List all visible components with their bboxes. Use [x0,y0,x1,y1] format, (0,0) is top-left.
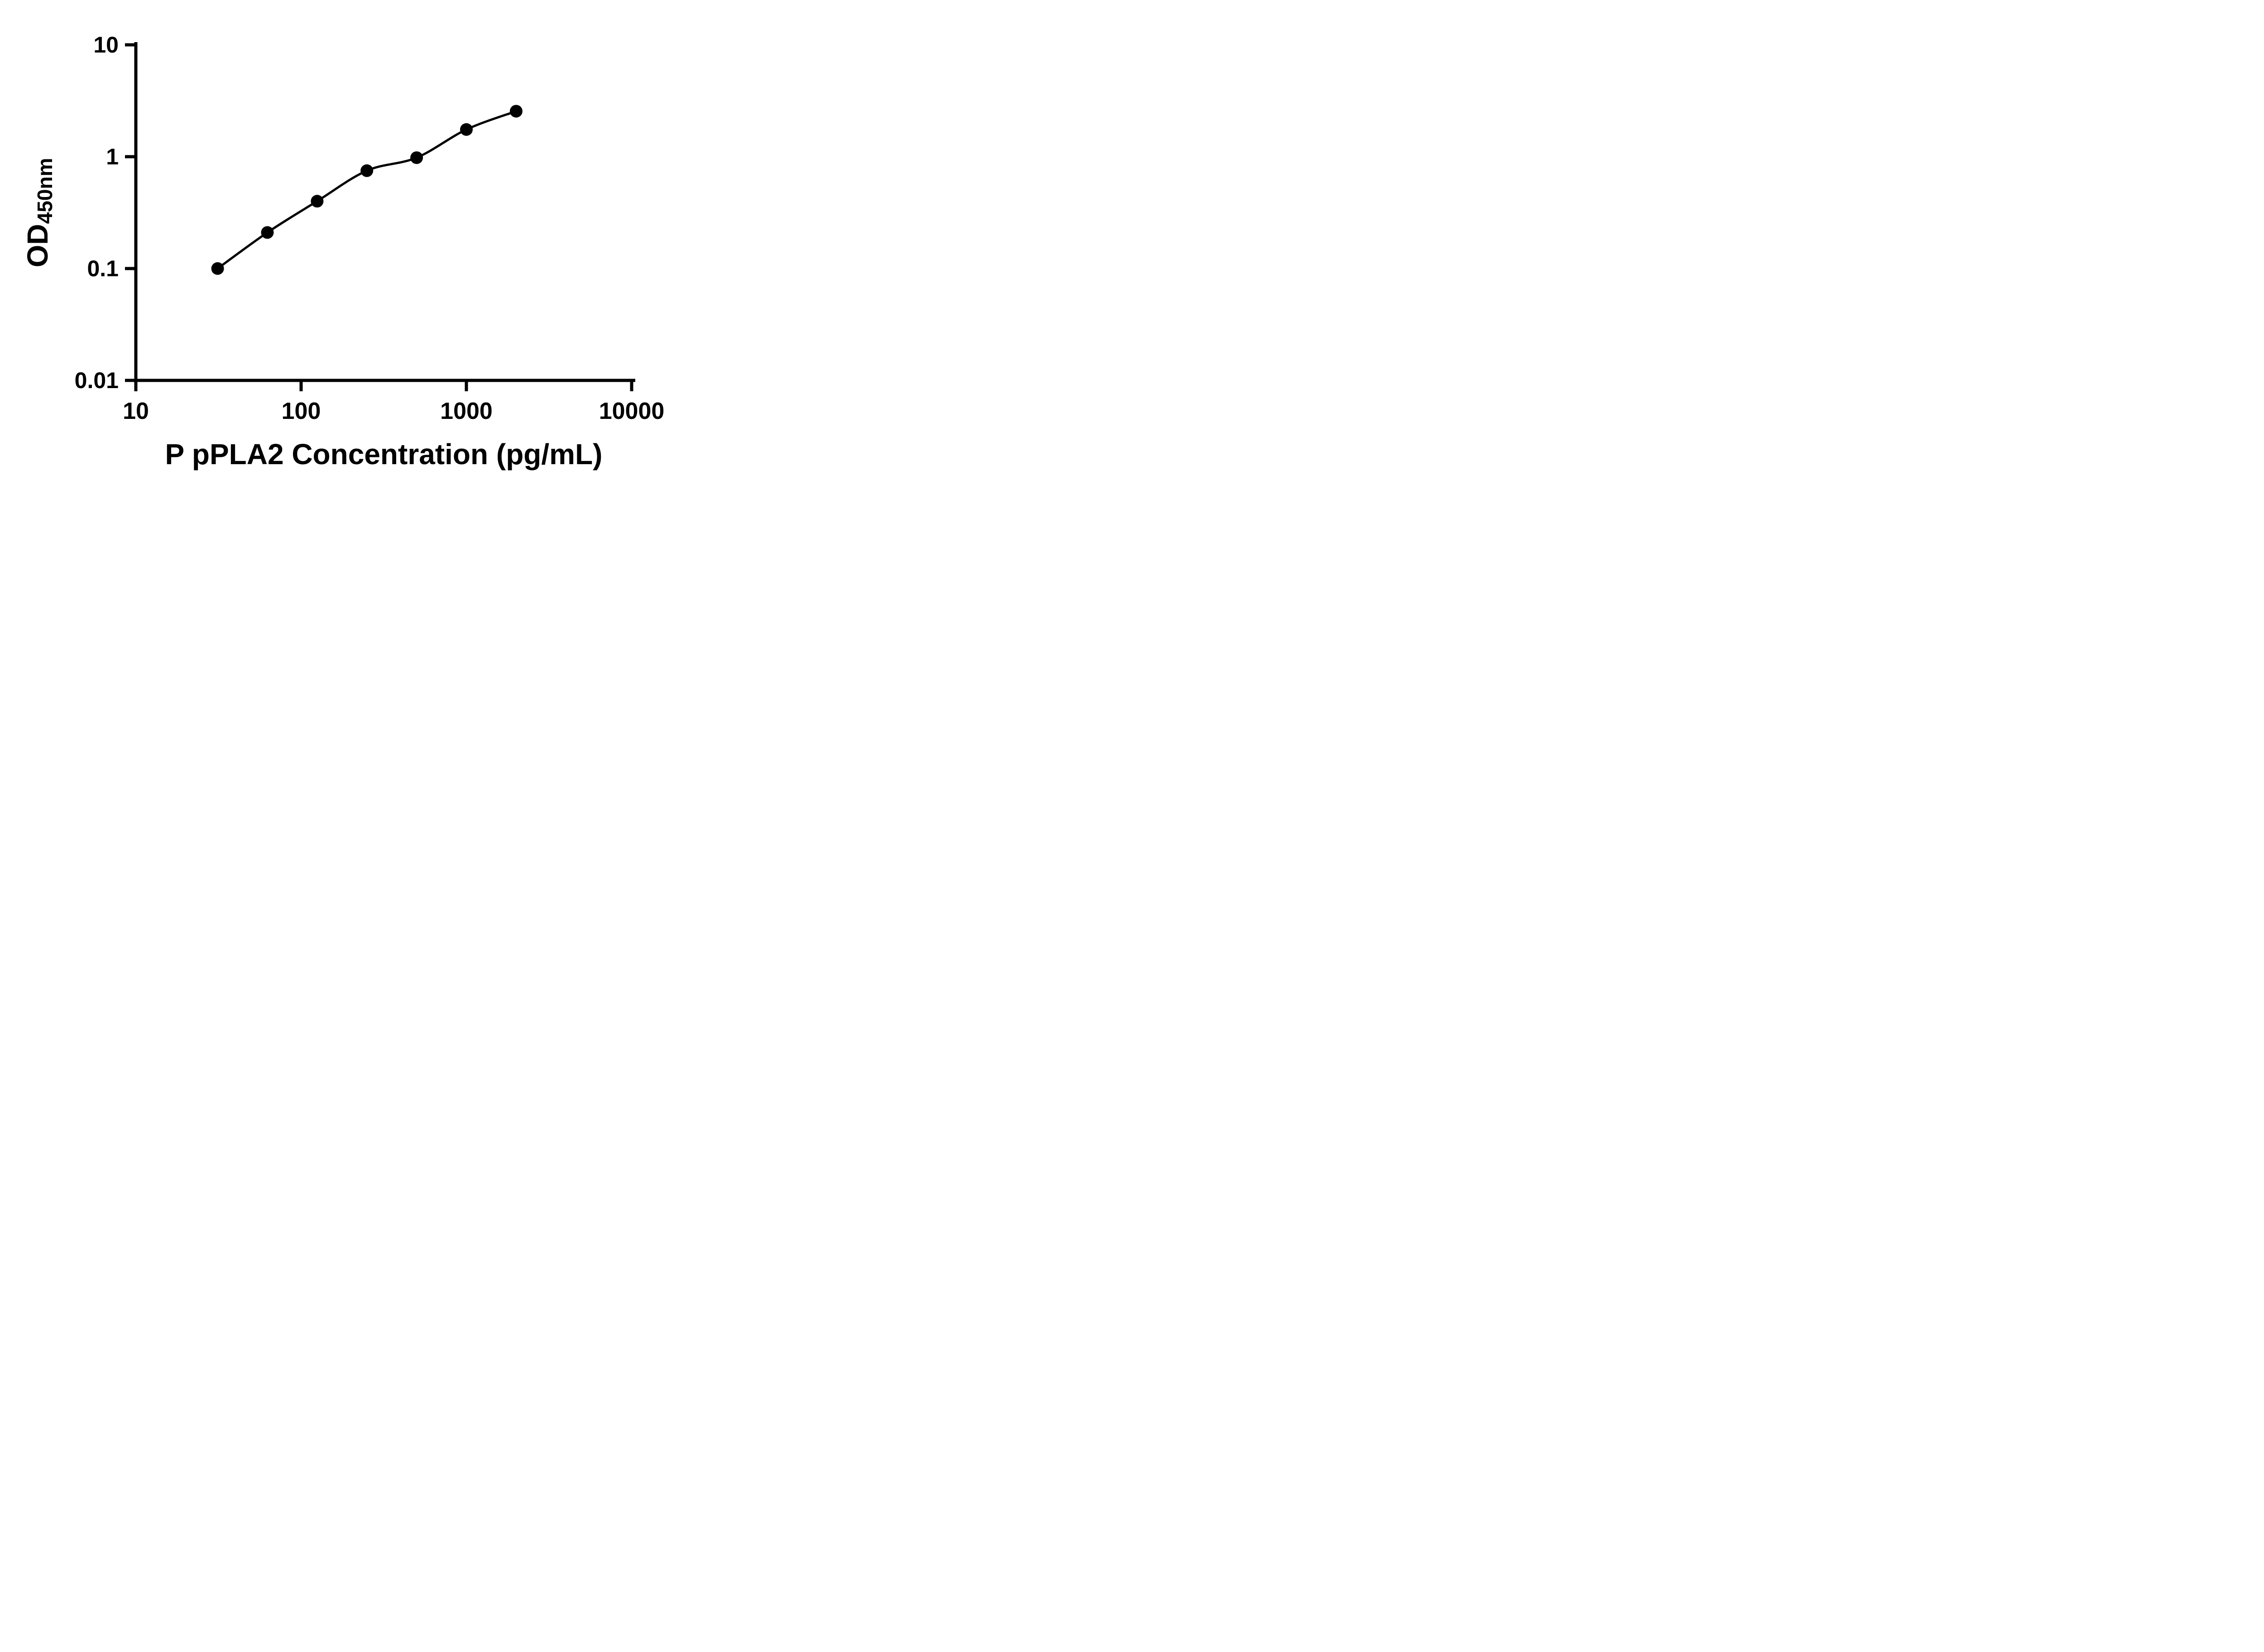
data-point [261,226,274,239]
data-point [311,195,324,208]
x-tick-label: 100 [282,398,321,424]
data-point [509,105,523,118]
standard-curve-figure: 0.01 0.1 1 10 10 100 1000 10000 P pPLA2 Concentr… [0,0,697,495]
data-point [410,151,423,164]
y-tick-label: 0.1 [87,256,119,281]
x-tick-label: 10 [123,398,149,424]
axes-lines [134,42,635,382]
x-tick-label: 10000 [599,398,665,424]
y-axis-title-main: OD [21,224,54,267]
y-tick-label: 0.01 [75,368,119,393]
y-tick-label: 10 [93,32,119,58]
y-axis-title: OD450nm [21,158,57,268]
y-tick-label: 1 [106,144,119,169]
x-tick-label: 1000 [440,398,493,424]
y-axis-title-sub: 450nm [33,158,57,224]
fit-line [217,110,517,270]
data-point [360,164,374,177]
data-point [211,262,224,275]
data-point [460,123,473,136]
standard-curve-chart: 0.01 0.1 1 10 10 100 1000 10000 P pPLA2 Concentr… [21,32,665,471]
x-axis-title: P pPLA2 Concentration (pg/mL) [165,438,603,471]
